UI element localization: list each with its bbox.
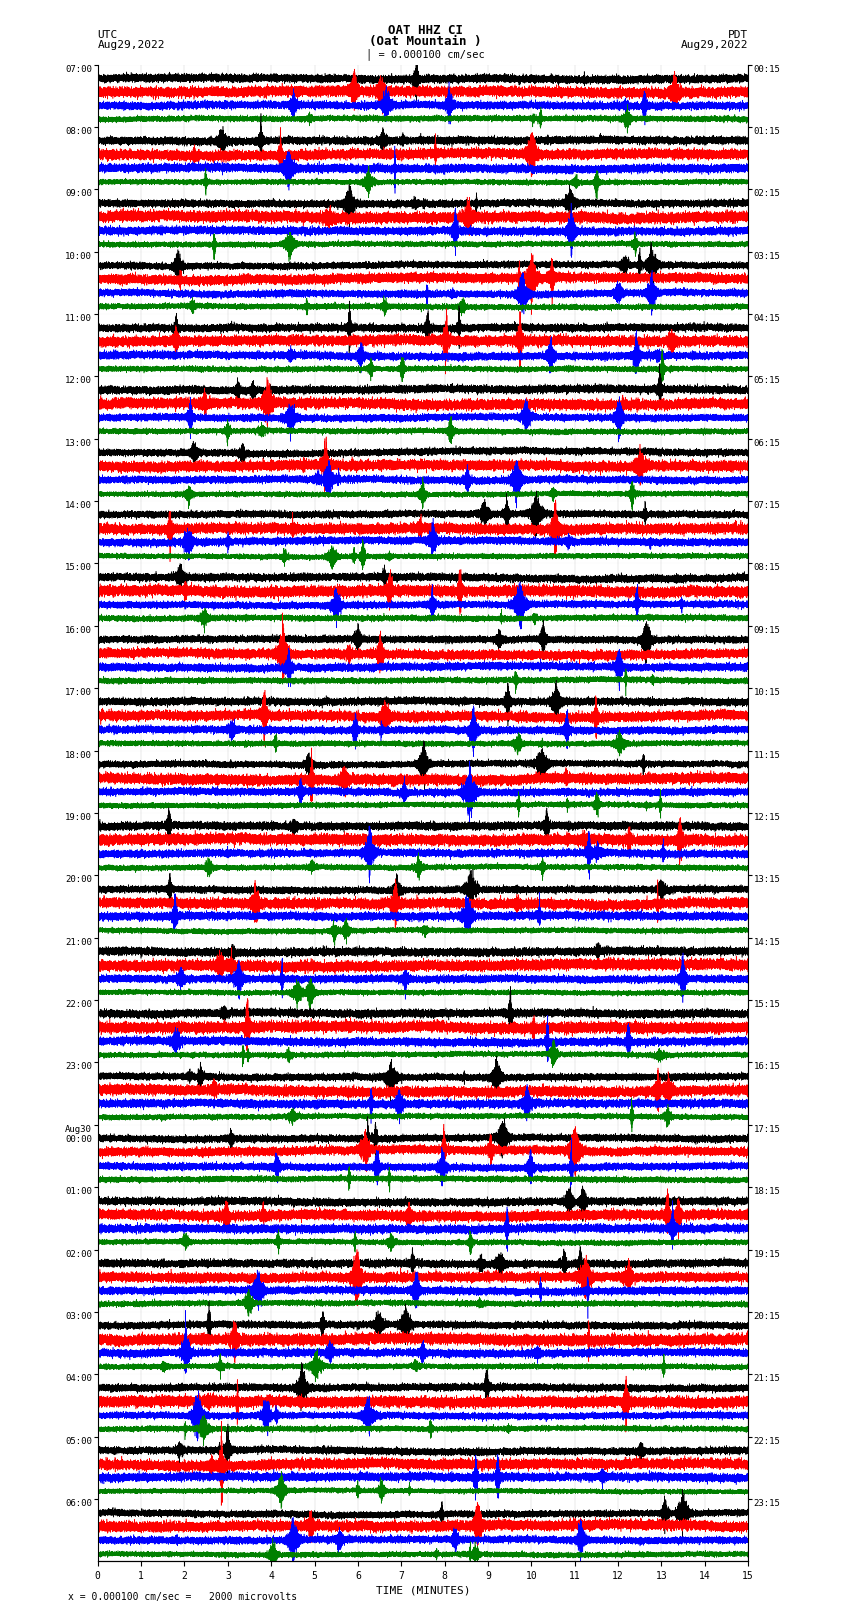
X-axis label: TIME (MINUTES): TIME (MINUTES) [376,1586,470,1595]
Text: x = 0.000100 cm/sec =   2000 microvolts: x = 0.000100 cm/sec = 2000 microvolts [68,1592,298,1602]
Text: UTC: UTC [98,31,118,40]
Text: Aug29,2022: Aug29,2022 [681,40,748,50]
Text: OAT HHZ CI: OAT HHZ CI [388,24,462,37]
Text: │ = 0.000100 cm/sec: │ = 0.000100 cm/sec [366,48,484,60]
Text: Aug29,2022: Aug29,2022 [98,40,165,50]
Text: (Oat Mountain ): (Oat Mountain ) [369,35,481,48]
Text: PDT: PDT [728,31,748,40]
